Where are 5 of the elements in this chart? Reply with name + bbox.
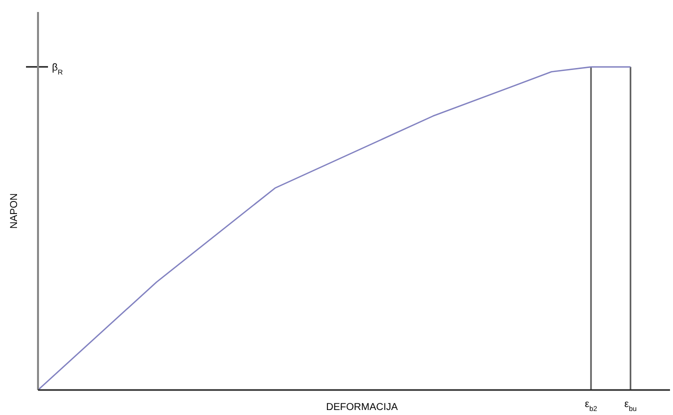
x-tick-label: ε$_{bu}$ — [624, 399, 637, 412]
y-axis-title: NAPON — [9, 193, 20, 229]
x-axis-title: DEFORMACIJA — [326, 402, 398, 413]
ref-line-label: β$_{R}$ — [52, 62, 63, 76]
x-tick-label: ε$_{b2}$ — [584, 399, 598, 412]
